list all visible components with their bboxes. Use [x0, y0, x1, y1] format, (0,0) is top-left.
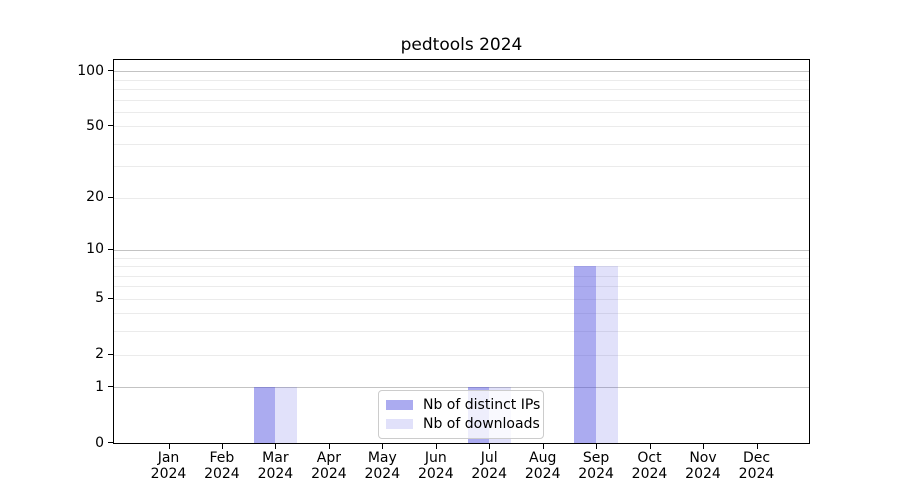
y-tick-mark-10 [108, 248, 113, 250]
x-tick-label-sep: Sep 2024 [578, 450, 614, 482]
x-tick-label-nov: Nov 2024 [685, 450, 721, 482]
gridlines-layer [114, 60, 809, 443]
x-tick-label-oct: Oct 2024 [631, 450, 668, 482]
y-tick-label-0: 0 [95, 434, 104, 451]
bar-distinct-ips-sep [574, 266, 597, 443]
y-tick-label-5: 5 [95, 290, 104, 307]
x-tick-label-feb: Feb 2024 [204, 450, 240, 482]
x-tick-mark-mar [275, 444, 277, 449]
y-tick-label-10: 10 [86, 241, 104, 258]
gridline-minor-5 [114, 298, 809, 300]
x-tick-mark-dec [756, 444, 758, 449]
gridline-minor-7 [114, 275, 809, 277]
gridline-major-1 [114, 387, 809, 389]
y-tick-label-1: 1 [95, 378, 104, 395]
x-tick-mark-jul [489, 444, 491, 449]
gridline-minor-9 [114, 257, 809, 259]
x-tick-label-jun: Jun 2024 [417, 450, 454, 482]
x-tick-mark-nov [703, 444, 704, 449]
chart-title: pedtools 2024 [400, 35, 523, 55]
y-tick-mark-5 [108, 297, 113, 299]
x-tick-label-mar: Mar 2024 [257, 450, 294, 482]
x-tick-label-dec: Dec 2024 [738, 450, 775, 482]
legend-item-downloads: Nb of downloads [386, 416, 540, 432]
x-tick-mark-aug [542, 444, 544, 449]
y-tick-label-20: 20 [86, 189, 104, 206]
gridline-minor-50 [114, 126, 809, 128]
bar-distinct-ips-mar [253, 387, 276, 443]
legend-label-downloads: Nb of downloads [423, 416, 540, 432]
y-tick-label-100: 100 [77, 62, 104, 79]
gridline-minor-80 [114, 88, 809, 90]
y-tick-mark-0 [108, 442, 113, 443]
y-tick-mark-20 [108, 196, 113, 198]
x-tick-label-apr: Apr 2024 [311, 450, 347, 482]
y-tick-mark-1 [108, 386, 113, 388]
x-tick-mark-jun [435, 444, 437, 449]
gridline-minor-20 [114, 197, 809, 199]
gridline-minor-40 [114, 143, 809, 145]
x-tick-mark-apr [328, 444, 330, 449]
legend: Nb of distinct IPs Nb of downloads [378, 390, 544, 439]
x-tick-mark-oct [649, 444, 651, 449]
bars-layer [114, 60, 809, 443]
bar-downloads-mar [275, 387, 298, 443]
gridline-minor-8 [114, 266, 809, 267]
gridline-minor-6 [114, 286, 809, 288]
gridline-minor-60 [114, 111, 809, 113]
x-tick-label-may: May 2024 [364, 450, 401, 482]
y-tick-mark-100 [108, 70, 113, 72]
x-tick-mark-feb [221, 444, 223, 449]
legend-item-distinct-ips: Nb of distinct IPs [386, 397, 540, 413]
x-tick-label-aug: Aug 2024 [524, 450, 561, 482]
bar-downloads-sep [596, 266, 618, 443]
x-tick-label-jul: Jul 2024 [471, 450, 507, 482]
x-tick-mark-may [382, 444, 384, 449]
gridline-minor-3 [114, 331, 809, 333]
gridline-minor-2 [114, 354, 809, 356]
plot-area: Nb of distinct IPs Nb of downloads [113, 59, 810, 444]
gridline-major-100 [114, 71, 809, 73]
legend-label-distinct-ips: Nb of distinct IPs [423, 397, 541, 413]
gridline-major-10 [114, 249, 809, 251]
gridline-minor-4 [114, 313, 809, 315]
y-tick-mark-50 [108, 125, 113, 127]
y-tick-label-2: 2 [95, 346, 104, 362]
x-tick-mark-jan [168, 444, 170, 449]
x-tick-label-jan: Jan 2024 [150, 450, 187, 482]
gridline-minor-30 [114, 166, 809, 168]
gridline-minor-70 [114, 99, 809, 101]
y-tick-mark-2 [108, 353, 113, 355]
gridline-minor-90 [114, 79, 809, 81]
legend-swatch-downloads [386, 419, 413, 429]
legend-swatch-distinct-ips [386, 400, 413, 410]
y-tick-label-50: 50 [86, 117, 104, 134]
x-tick-mark-sep [596, 444, 598, 449]
